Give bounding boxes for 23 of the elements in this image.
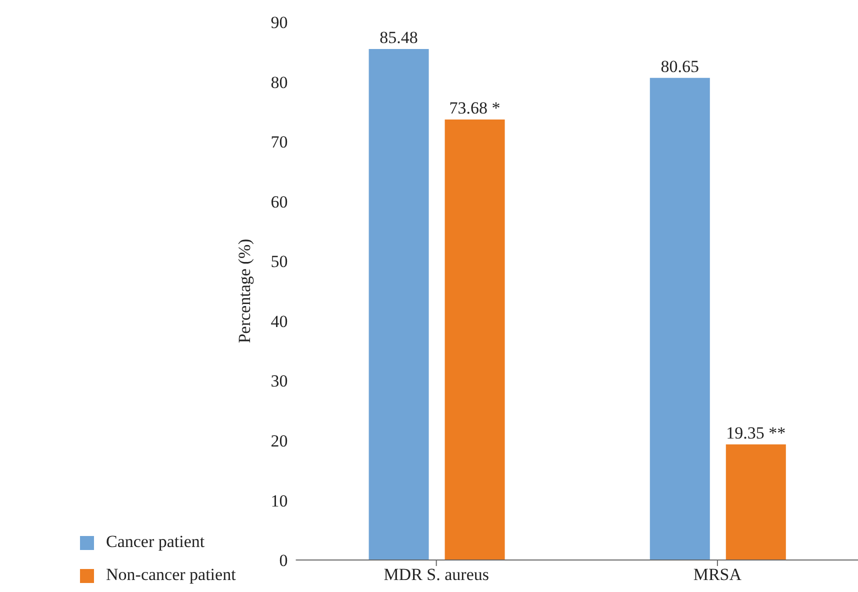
y-tick-label: 50 — [270, 252, 288, 272]
bar — [444, 120, 505, 560]
bar — [650, 78, 710, 560]
y-tick-label: 70 — [270, 132, 288, 152]
x-tick-label: MDR S. aureus — [384, 565, 490, 584]
y-tick-label: 20 — [270, 431, 288, 450]
x-tick-label: MRSA — [693, 565, 742, 584]
bar — [726, 444, 786, 560]
y-tick-label: 30 — [270, 372, 288, 391]
y-tick-label: 10 — [270, 491, 288, 510]
data-label: 73.68 * — [449, 98, 500, 118]
y-tick-label: 60 — [270, 192, 288, 212]
data-label: 85.48 — [380, 28, 418, 48]
legend-label: Cancer patient — [106, 532, 205, 551]
data-label: 19.35 ** — [726, 423, 786, 442]
y-tick-label: 40 — [270, 312, 288, 331]
bar — [368, 49, 429, 560]
y-tick-label: 0 — [279, 551, 288, 570]
y-axis-title: Percentage (%) — [234, 238, 254, 344]
data-label: 80.65 — [660, 56, 700, 76]
legend-label: Non-cancer patient — [106, 565, 236, 584]
y-tick-label: 80 — [270, 72, 288, 92]
y-tick-label: 90 — [270, 13, 288, 32]
